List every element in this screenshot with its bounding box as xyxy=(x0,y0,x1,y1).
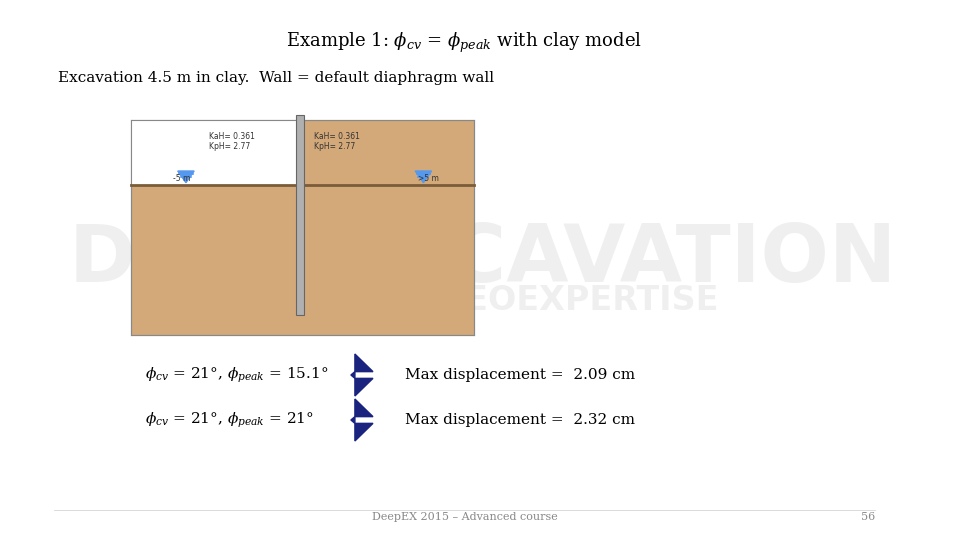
Polygon shape xyxy=(355,354,373,372)
Text: 56: 56 xyxy=(861,512,876,522)
Text: DeepEX 2015 – Advanced course: DeepEX 2015 – Advanced course xyxy=(372,512,558,522)
Bar xyxy=(132,120,300,185)
Text: KaH= 0.361
KpH= 2.77: KaH= 0.361 KpH= 2.77 xyxy=(208,132,254,151)
Bar xyxy=(132,120,473,335)
Polygon shape xyxy=(351,372,355,379)
Text: Max displacement =  2.09 cm: Max displacement = 2.09 cm xyxy=(405,368,636,382)
Text: Example 1: $\phi_{cv}$ = $\phi_{peak}$ with clay model: Example 1: $\phi_{cv}$ = $\phi_{peak}$ w… xyxy=(286,31,642,55)
Text: >5 m: >5 m xyxy=(418,174,439,183)
Polygon shape xyxy=(355,423,373,441)
Polygon shape xyxy=(178,171,194,183)
Text: DEEP EXCAVATION: DEEP EXCAVATION xyxy=(69,221,897,299)
Text: -5 m: -5 m xyxy=(173,174,190,183)
Text: $\phi_{cv}$ = 21°, $\phi_{peak}$ = 21°: $\phi_{cv}$ = 21°, $\phi_{peak}$ = 21° xyxy=(145,410,314,430)
Polygon shape xyxy=(351,417,355,423)
Text: $\phi_{cv}$ = 21°, $\phi_{peak}$ = 15.1°: $\phi_{cv}$ = 21°, $\phi_{peak}$ = 15.1° xyxy=(145,366,328,384)
Polygon shape xyxy=(355,379,373,396)
Text: RELIABLE GEOEXPERTISE: RELIABLE GEOEXPERTISE xyxy=(248,284,718,316)
Text: KaH= 0.361
KpH= 2.77: KaH= 0.361 KpH= 2.77 xyxy=(314,132,360,151)
Text: Max displacement =  2.32 cm: Max displacement = 2.32 cm xyxy=(405,413,636,427)
Text: Excavation 4.5 m in clay.  Wall = default diaphragm wall: Excavation 4.5 m in clay. Wall = default… xyxy=(59,71,494,85)
Bar xyxy=(297,115,303,315)
Polygon shape xyxy=(415,171,432,183)
Polygon shape xyxy=(355,399,373,417)
